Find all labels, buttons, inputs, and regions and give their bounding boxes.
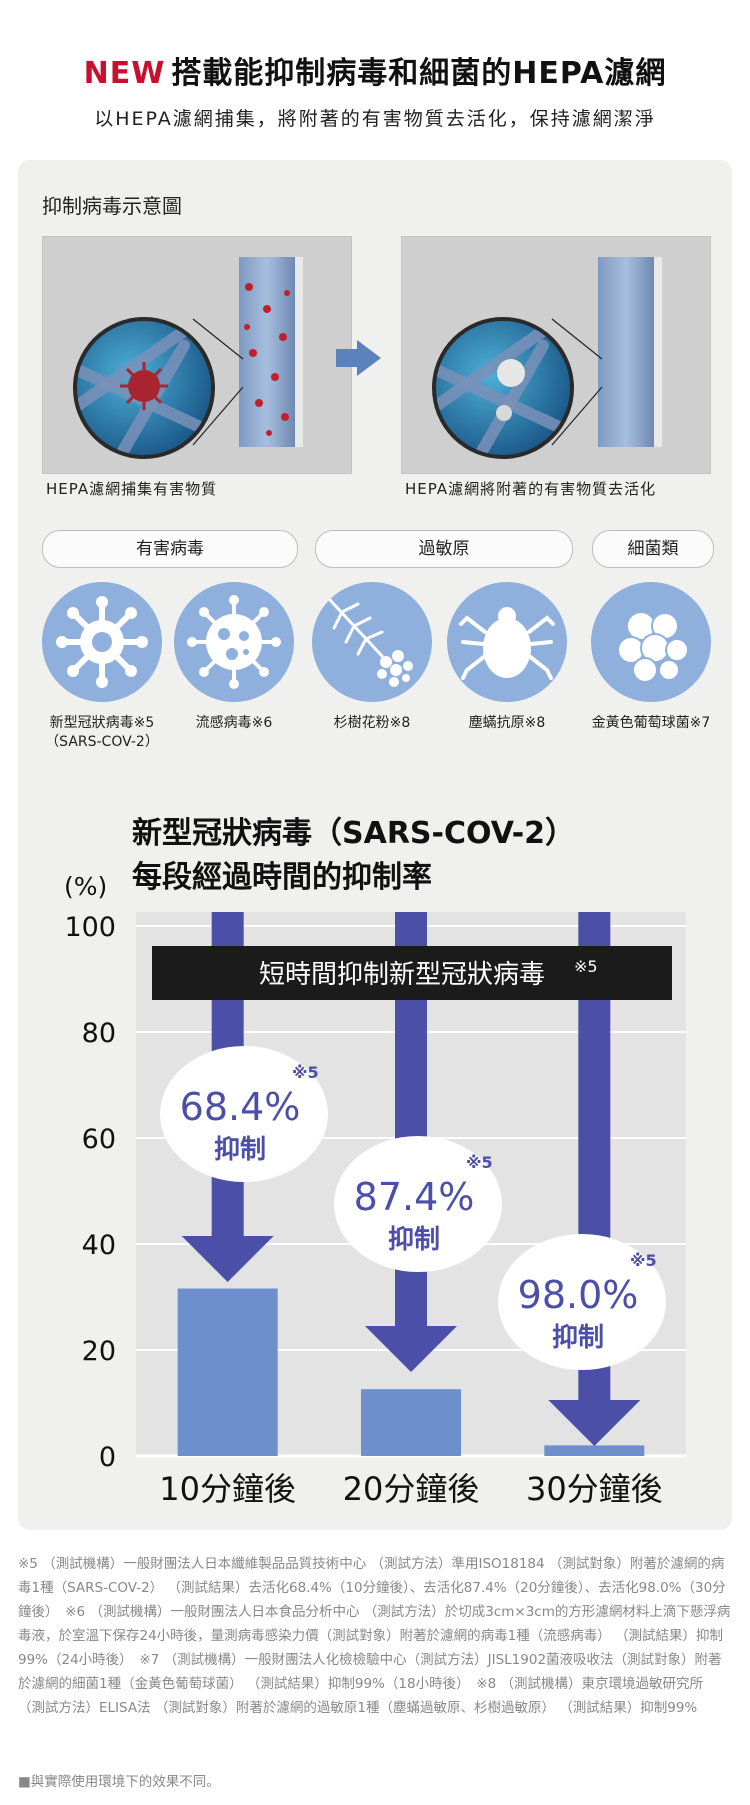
diagram-heading: 抑制病毒示意圖 [42, 194, 182, 218]
suppression-rate-chart: 100 80 60 40 20 0 10分鐘後 20分鐘後 30分鐘後 短時間抑制新型冠狀病毒 ※5… [64, 912, 686, 1508]
coronavirus-icon [42, 582, 162, 702]
chart-banner-note: ※5 [574, 957, 598, 976]
annotation-note: ※5 [630, 1251, 657, 1270]
annotation-bubble [160, 1046, 328, 1182]
reduction-arrow-head [548, 1400, 641, 1446]
category-allergen: 過敏原 [315, 530, 573, 568]
category-virus: 有害病毒 [42, 530, 298, 568]
annotation-value: 68.4% [180, 1085, 301, 1129]
y-tick-label: 40 [82, 1230, 116, 1261]
filter-deactivate-illustration [401, 236, 711, 474]
chart-title-line-1: 新型冠狀病毒（SARS-COV-2） [132, 816, 576, 851]
new-badge: NEW [83, 56, 166, 91]
page-subtitle: 以HEPA濾網捕集，將附著的有害物質去活化，保持濾網潔淨 [94, 108, 656, 130]
disclaimer: ■與實際使用環境下的效果不同。 [18, 1774, 220, 1790]
filter-capture-illustration [42, 236, 352, 474]
y-tick-label: 20 [82, 1336, 116, 1367]
staphylococcus-icon [591, 582, 711, 702]
arrow-right-icon-stem [336, 349, 358, 367]
target-label-cedar-pollen: 杉樹花粉※8 [333, 715, 411, 731]
y-tick-label: 0 [99, 1442, 116, 1473]
data-bar [361, 1389, 461, 1456]
annotation-note: ※5 [292, 1063, 319, 1082]
x-tick-label: 10分鐘後 [159, 1470, 296, 1508]
deactivated-virus-icon [496, 359, 525, 421]
cedar-pollen-icon [312, 582, 432, 702]
annotation-label: 抑制 [214, 1135, 266, 1165]
x-tick-label: 30分鐘後 [526, 1470, 663, 1508]
annotation-value: 98.0% [518, 1273, 639, 1317]
page-title-text: 搭載能抑制病毒和細菌的HEPA濾網 [171, 56, 667, 91]
y-tick-label: 100 [64, 912, 116, 943]
data-bar [544, 1445, 645, 1456]
influenza-virus-icon [174, 582, 294, 702]
magnified-view [73, 317, 215, 459]
x-tick-label: 20分鐘後 [343, 1470, 480, 1508]
target-label-influenza: 流感病毒※6 [195, 715, 273, 731]
target-label-sub: （SARS-COV-2） [45, 734, 159, 750]
reduction-arrow-head [365, 1326, 457, 1372]
annotation-value: 87.4% [354, 1175, 475, 1219]
target-label-staphylococcus: 金黃色葡萄球菌※7 [591, 715, 711, 731]
page-title: NEW 搭載能抑制病毒和細菌的HEPA濾網 [0, 48, 750, 92]
left-diagram-caption: HEPA濾網捕集有害物質 [46, 480, 218, 498]
y-axis-label: (%) [64, 872, 108, 901]
arrow-right-icon [357, 340, 381, 376]
annotation-bubble [498, 1234, 666, 1370]
y-tick-label: 60 [82, 1124, 116, 1155]
virus-icon [120, 362, 168, 410]
annotation-bubble [334, 1136, 502, 1272]
category-bacteria: 細菌類 [592, 530, 714, 568]
hepa-filter-panel [598, 257, 662, 447]
footnotes: ※5 （測試機構）一般財團法人日本纖維製品品質技術中心 （測試方法）準用ISO1… [18, 1556, 731, 1716]
target-label-dust-mite: 塵蟎抗原※8 [468, 715, 546, 731]
magnified-view [432, 317, 574, 459]
annotation-note: ※5 [466, 1153, 493, 1172]
reduction-arrow-head [181, 1236, 274, 1282]
target-label-coronavirus: 新型冠狀病毒※5 （SARS-COV-2） [22, 714, 182, 752]
target-label-text: 新型冠狀病毒※5 [49, 715, 155, 731]
y-tick-label: 80 [82, 1018, 116, 1049]
chart-banner-text: 短時間抑制新型冠狀病毒 [259, 960, 545, 990]
chart-title-line-2: 每段經過時間的抑制率 [132, 860, 432, 895]
data-bar [177, 1288, 278, 1456]
chart-banner [152, 946, 672, 1000]
dust-mite-icon [447, 582, 567, 702]
right-diagram-caption: HEPA濾網將附著的有害物質去活化 [405, 480, 657, 498]
chart-title: 新型冠狀病毒（SARS-COV-2） 每段經過時間的抑制率 [132, 812, 575, 900]
virus-particles [244, 283, 290, 436]
annotation-label: 抑制 [388, 1225, 440, 1255]
annotation-label: 抑制 [552, 1323, 604, 1353]
